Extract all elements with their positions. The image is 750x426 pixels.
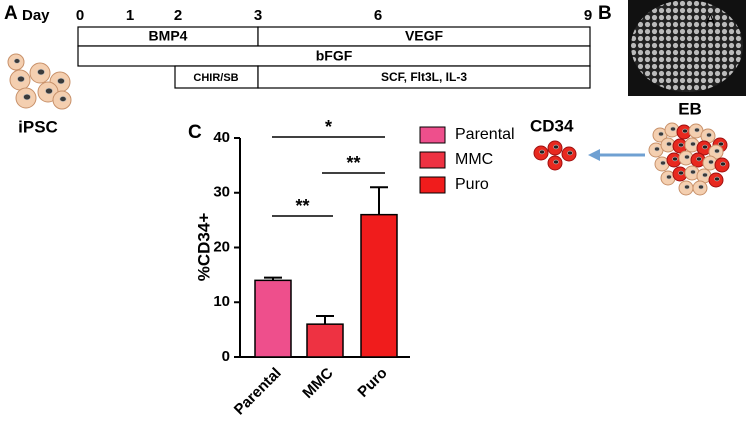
legend-label: Puro [455, 176, 489, 193]
nucleus [37, 68, 45, 76]
day: 0 [76, 7, 84, 24]
x-tick-label: Parental [231, 365, 285, 419]
y-tick-label: 20 [213, 238, 230, 255]
nucleus [698, 184, 704, 190]
x-tick-label: MMC [299, 364, 336, 401]
factor: VEGF [405, 28, 444, 44]
nucleus [708, 159, 714, 165]
nucleus [702, 144, 708, 150]
eb-label: EB [678, 99, 702, 118]
day: 1 [126, 7, 134, 24]
nucleus [666, 141, 672, 147]
y-tick-label: 40 [213, 129, 230, 146]
y-tick-label: 0 [222, 348, 230, 365]
factor: CHIR/SB [193, 72, 238, 84]
nucleus [666, 174, 672, 180]
nucleus [660, 160, 666, 166]
factor: SCF, Flt3L, IL-3 [381, 70, 467, 84]
arrow-head [588, 149, 600, 161]
nucleus [539, 149, 545, 155]
y-axis-label: %CD34+ [194, 213, 213, 282]
cd34-cells [533, 140, 577, 171]
day: 2 [174, 7, 182, 24]
nucleus [553, 159, 559, 165]
nucleus [23, 93, 31, 101]
nucleus [45, 87, 53, 95]
nucleus [694, 127, 700, 133]
significance-label: * [325, 117, 332, 137]
nucleus [13, 58, 21, 64]
significance-label: ** [295, 196, 309, 216]
micrograph-well [631, 0, 743, 92]
day-label: Day [22, 7, 50, 24]
micrograph-label: A [706, 11, 715, 26]
day: 3 [254, 7, 262, 24]
nucleus [678, 142, 684, 148]
bar [306, 323, 344, 358]
nucleus [706, 132, 712, 138]
cd34-label: CD34 [530, 116, 574, 135]
bar [360, 213, 398, 358]
nucleus [696, 156, 702, 162]
bar-chart: 0 10 20 30 40 %CD34+ Parental Parental MMC MMC Pur… [194, 117, 514, 419]
significance-label: ** [346, 153, 360, 173]
nucleus [720, 161, 726, 167]
nucleus [718, 141, 724, 147]
nucleus [702, 172, 708, 178]
y-tick-label: 30 [213, 184, 230, 201]
nucleus [684, 154, 690, 160]
nucleus [654, 146, 660, 152]
nucleus [567, 150, 573, 156]
nucleus [690, 141, 696, 147]
nucleus [682, 128, 688, 134]
nucleus [59, 96, 67, 102]
nucleus [690, 169, 696, 175]
day: 9 [584, 7, 592, 24]
bar [254, 279, 292, 358]
legend-label: Parental [455, 126, 515, 143]
factor: bFGF [316, 48, 353, 64]
x-tick-label: Puro [354, 365, 390, 401]
panel-label: B [598, 3, 612, 24]
panel-label: A [4, 3, 18, 24]
nucleus [714, 176, 720, 182]
legend-swatch [419, 151, 446, 169]
eb-cells [648, 122, 730, 196]
nucleus [672, 156, 678, 162]
nucleus [684, 184, 690, 190]
nucleus [553, 144, 559, 150]
nucleus [670, 126, 676, 132]
ipsc-cells [7, 53, 72, 110]
panel-label: C [188, 122, 202, 143]
timeline-box [257, 65, 591, 89]
factor: BMP4 [149, 28, 188, 44]
nucleus [714, 148, 720, 154]
nucleus [678, 170, 684, 176]
day: 6 [374, 7, 382, 24]
y-tick-label: 10 [213, 293, 230, 310]
nucleus [17, 75, 25, 83]
ipsc-label: iPSC [18, 117, 58, 136]
nucleus [658, 131, 664, 137]
legend-label: MMC [455, 151, 493, 168]
nucleus [57, 77, 65, 85]
legend-swatch [419, 176, 446, 194]
legend-swatch [419, 126, 446, 144]
